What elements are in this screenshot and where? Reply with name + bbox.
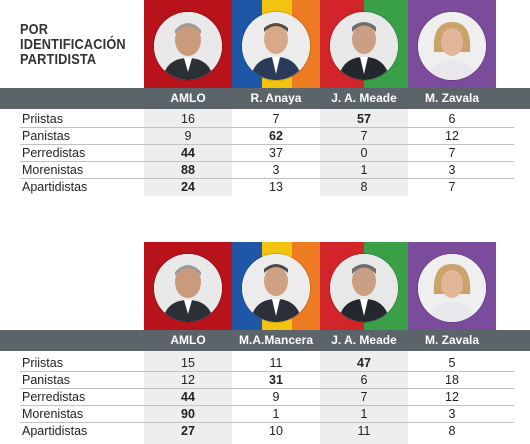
table-panel-2: AMLO M.A.Mancera J. A. Meade M. Zavala P… <box>0 242 530 444</box>
candidate-name: M.A.Mancera <box>238 333 314 347</box>
candidate-name: M. Zavala <box>424 91 480 105</box>
mancera-portrait <box>242 254 310 322</box>
table-cell: 1 <box>360 407 368 421</box>
candidate-tile-amlo <box>144 0 232 88</box>
candidate-tile-mancera <box>232 242 320 330</box>
row-label: Morenistas <box>22 407 84 421</box>
candidate-name: M. Zavala <box>424 333 480 347</box>
table-cell: 15 <box>181 356 195 370</box>
candidate-name: J. A. Meade <box>331 91 397 105</box>
table-cell: 8 <box>360 180 368 194</box>
zavala-portrait <box>418 254 486 322</box>
table-cell: 7 <box>448 146 456 160</box>
page-title: POR IDENTIFICACIÓN PARTIDISTA <box>20 22 126 67</box>
row-label: Perredistas <box>22 390 86 404</box>
table-cell: 37 <box>269 146 283 160</box>
anaya-portrait <box>242 12 310 80</box>
table-cell: 8 <box>448 424 456 438</box>
table-cell: 62 <box>269 129 283 143</box>
candidate-name: R. Anaya <box>250 91 302 105</box>
table-cell: 3 <box>272 163 280 177</box>
table-cell: 18 <box>445 373 459 387</box>
table-row: Perredistas 44 37 0 7 <box>0 145 530 162</box>
table-cell: 90 <box>181 407 195 421</box>
title-line-1: POR <box>20 21 49 38</box>
column-shade <box>320 351 408 444</box>
table-cell: 9 <box>272 390 280 404</box>
table-row: Priistas 16 7 57 6 <box>0 111 530 128</box>
table-cell: 27 <box>181 424 195 438</box>
table-cell: 11 <box>269 356 283 370</box>
row-label: Panistas <box>22 373 70 387</box>
table-row: Panistas 12 31 6 18 <box>0 372 530 389</box>
table-cell: 24 <box>181 180 195 194</box>
amlo-portrait <box>154 254 222 322</box>
candidate-name: J. A. Meade <box>331 333 397 347</box>
column-shade <box>144 351 232 444</box>
header-bar: AMLO M.A.Mancera J. A. Meade M. Zavala <box>0 330 530 351</box>
candidate-name: AMLO <box>170 91 206 105</box>
row-label: Morenistas <box>22 163 84 177</box>
candidate-tile-zavala <box>408 0 496 88</box>
table-row: Morenistas 88 3 1 3 <box>0 162 530 179</box>
table-cell: 88 <box>181 163 195 177</box>
table-row: Apartidistas 24 13 8 7 <box>0 179 530 196</box>
table-cell: 7 <box>448 180 456 194</box>
candidate-tile-meade <box>320 0 408 88</box>
table-cell: 0 <box>360 146 368 160</box>
column-shade <box>144 109 232 196</box>
table-cell: 6 <box>360 373 368 387</box>
table-cell: 3 <box>448 407 456 421</box>
candidate-tile-zavala <box>408 242 496 330</box>
table-cell: 31 <box>269 373 283 387</box>
table-cell: 7 <box>360 390 368 404</box>
table-cell: 44 <box>181 390 195 404</box>
table-cell: 5 <box>448 356 456 370</box>
candidate-name: AMLO <box>170 333 206 347</box>
table-cell: 16 <box>181 112 195 126</box>
row-label: Priistas <box>22 112 63 126</box>
table-panel-1: POR IDENTIFICACIÓN PARTIDISTA AMLO <box>0 0 530 200</box>
table-cell: 1 <box>360 163 368 177</box>
table-cell: 12 <box>181 373 195 387</box>
table-cell: 7 <box>272 112 280 126</box>
table-cell: 57 <box>357 112 371 126</box>
row-label: Perredistas <box>22 146 86 160</box>
table-row: Perredistas 44 9 7 12 <box>0 389 530 406</box>
table-row: Priistas 15 11 47 5 <box>0 355 530 372</box>
table-cell: 3 <box>448 163 456 177</box>
table-cell: 10 <box>269 424 283 438</box>
table-cell: 6 <box>448 112 456 126</box>
meade-portrait <box>330 12 398 80</box>
table-cell: 11 <box>357 424 371 438</box>
table-cell: 44 <box>181 146 195 160</box>
candidate-tile-meade <box>320 242 408 330</box>
table-row: Apartidistas 27 10 11 8 <box>0 423 530 440</box>
candidate-tile-anaya <box>232 0 320 88</box>
title-line-2: IDENTIFICACIÓN <box>20 36 126 53</box>
table-cell: 7 <box>360 129 368 143</box>
table-row: Panistas 9 62 7 12 <box>0 128 530 145</box>
table-cell: 1 <box>272 407 280 421</box>
column-shade <box>320 109 408 196</box>
amlo-portrait <box>154 12 222 80</box>
header-bar: AMLO R. Anaya J. A. Meade M. Zavala <box>0 88 530 109</box>
candidate-tile-amlo <box>144 242 232 330</box>
row-label: Apartidistas <box>22 424 88 438</box>
table-cell: 12 <box>445 390 459 404</box>
row-label: Panistas <box>22 129 70 143</box>
row-label: Priistas <box>22 356 63 370</box>
zavala-portrait <box>418 12 486 80</box>
meade-portrait <box>330 254 398 322</box>
table-cell: 47 <box>357 356 371 370</box>
table-cell: 9 <box>184 129 192 143</box>
row-label: Apartidistas <box>22 180 88 194</box>
table-cell: 13 <box>269 180 283 194</box>
title-line-3: PARTIDISTA <box>20 51 97 68</box>
table-cell: 12 <box>445 129 459 143</box>
table-row: Morenistas 90 1 1 3 <box>0 406 530 423</box>
